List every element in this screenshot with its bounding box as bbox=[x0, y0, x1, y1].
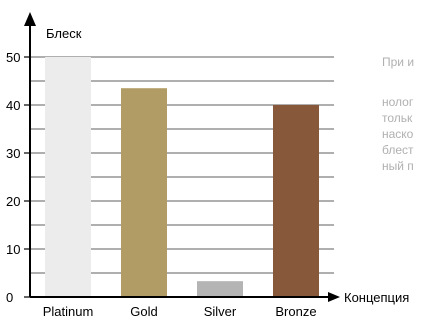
bar bbox=[273, 105, 319, 297]
x-tick-label: Silver bbox=[204, 304, 237, 319]
y-axis-label: Блеск bbox=[46, 26, 82, 41]
x-tick-label: Gold bbox=[130, 304, 157, 319]
side-text-line: блест bbox=[382, 143, 414, 157]
bar bbox=[45, 57, 91, 297]
side-text-heading: При и bbox=[382, 55, 415, 69]
y-tick-label: 20 bbox=[6, 194, 20, 209]
side-text-line: ный п bbox=[382, 159, 414, 173]
side-text-body: нолог тольк наско блест ный п bbox=[382, 94, 430, 174]
side-text-line: нолог bbox=[382, 95, 414, 109]
y-axis-arrow-icon bbox=[24, 12, 36, 26]
side-text-line: тольк bbox=[382, 111, 413, 125]
x-axis-arrow-icon bbox=[328, 292, 340, 302]
y-axis-ticks: 0 10 20 30 40 50 bbox=[6, 50, 30, 305]
y-tick-label: 0 bbox=[6, 290, 13, 305]
x-axis-ticks: Platinum Gold Silver Bronze bbox=[43, 304, 317, 319]
bar bbox=[197, 281, 243, 297]
y-tick-label: 30 bbox=[6, 146, 20, 161]
side-text-line: наско bbox=[382, 127, 414, 141]
y-tick-label: 10 bbox=[6, 242, 20, 257]
y-tick-label: 40 bbox=[6, 98, 20, 113]
bar bbox=[121, 88, 167, 297]
x-tick-label: Platinum bbox=[43, 304, 94, 319]
x-axis-label: Концепция bbox=[344, 290, 409, 305]
y-tick-label: 50 bbox=[6, 50, 20, 65]
x-tick-label: Bronze bbox=[275, 304, 316, 319]
bars bbox=[45, 57, 319, 297]
